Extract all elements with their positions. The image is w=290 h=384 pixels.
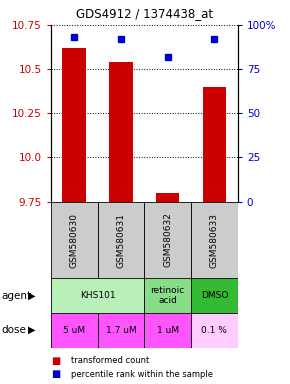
Text: agent: agent [1,291,32,301]
Text: transformed count: transformed count [71,356,149,366]
Text: KHS101: KHS101 [80,291,115,300]
Text: retinoic
acid: retinoic acid [151,286,185,305]
Bar [203,87,226,202]
Bar [191,202,238,278]
Bar [144,313,191,348]
Bar [51,278,144,313]
Text: ▶: ▶ [28,291,35,301]
Bar [62,48,86,202]
Text: GSM580632: GSM580632 [163,213,172,267]
Bar [97,202,144,278]
Text: 5 uM: 5 uM [63,326,85,335]
Bar [51,313,97,348]
Bar [51,202,97,278]
Text: DMSO: DMSO [201,291,228,300]
Text: ▶: ▶ [28,325,35,335]
Text: 0.1 %: 0.1 % [202,326,227,335]
Text: percentile rank within the sample: percentile rank within the sample [71,370,213,379]
Bar [97,313,144,348]
Text: GSM580630: GSM580630 [70,212,79,268]
Text: GSM580631: GSM580631 [116,212,125,268]
Bar [156,193,179,202]
Text: 1.7 uM: 1.7 uM [106,326,136,335]
Bar [109,62,133,202]
Text: dose: dose [1,325,26,335]
Text: ■: ■ [51,369,60,379]
Bar [144,278,191,313]
Text: ■: ■ [51,356,60,366]
Bar [191,313,238,348]
Text: GSM580633: GSM580633 [210,212,219,268]
Bar [191,278,238,313]
Text: 1 uM: 1 uM [157,326,179,335]
Text: GDS4912 / 1374438_at: GDS4912 / 1374438_at [77,7,213,20]
Bar [144,202,191,278]
